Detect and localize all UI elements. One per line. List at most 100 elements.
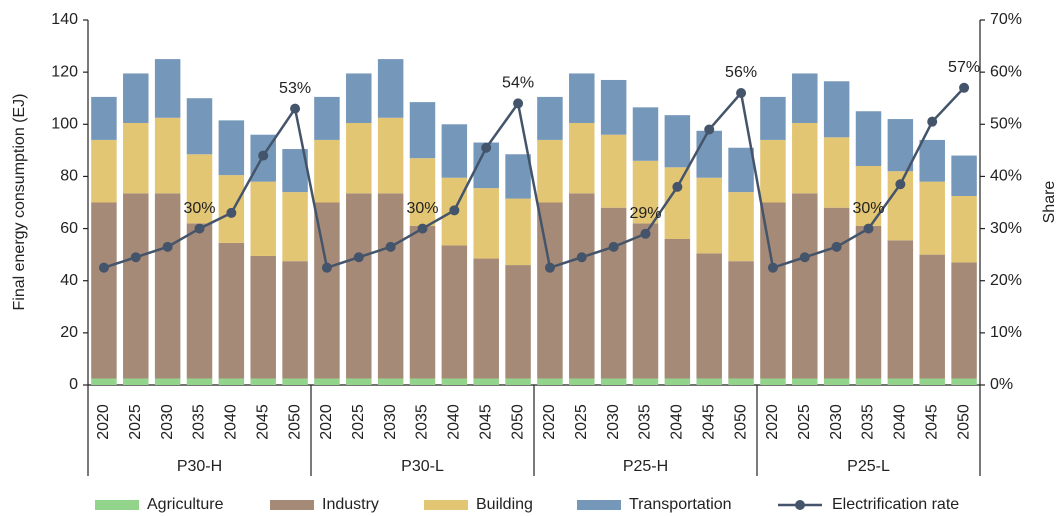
y-tick-label: 40 [60, 272, 78, 289]
line-point [799, 252, 810, 263]
bar-segment [377, 59, 404, 118]
x-tick-label: 2030 [382, 404, 399, 440]
bar-segment [250, 378, 276, 385]
bar-segment [409, 225, 436, 379]
line-point [449, 205, 460, 216]
bar-segment [282, 378, 308, 385]
bar-segment [186, 154, 213, 224]
x-tick-label: 2030 [159, 404, 176, 440]
x-tick-label: 2040 [669, 404, 686, 440]
bar-segment [632, 160, 659, 224]
group-label: P30-L [401, 458, 444, 475]
bar-segment [537, 378, 563, 385]
bar-segment [632, 223, 659, 379]
y2-tick-label: 0% [990, 376, 1013, 393]
x-tick-label: 2050 [286, 404, 303, 440]
bar-segment [855, 225, 882, 379]
y-tick-label: 120 [51, 63, 78, 80]
bar-segment [473, 378, 499, 385]
x-tick-label: 2050 [509, 404, 526, 440]
bar-segment [792, 73, 818, 123]
bar-segment [123, 122, 149, 194]
bar-segment [505, 265, 531, 379]
bar-segment [473, 188, 499, 259]
bar-segment [951, 378, 977, 385]
bar-segment [887, 378, 914, 385]
bar-segment [537, 202, 563, 379]
line-point [513, 98, 524, 109]
bar-segment [823, 378, 850, 385]
bar-segment [91, 378, 117, 385]
bar-segment [760, 378, 786, 385]
bar-segment [123, 73, 149, 123]
bar-segment [696, 130, 722, 178]
y2-tick-label: 50% [990, 116, 1022, 133]
bar-segment [441, 378, 468, 385]
x-tick-label: 2025 [350, 404, 367, 440]
bar-segment [186, 223, 213, 379]
legend-swatch [270, 500, 314, 510]
bar-segment [792, 378, 818, 385]
bar-segment [664, 239, 691, 379]
bar-segment [154, 193, 181, 379]
line-point [576, 252, 587, 263]
data-label: 29% [629, 205, 661, 222]
bar-segment [600, 207, 627, 379]
y2-tick-label: 10% [990, 324, 1022, 341]
data-label: 30% [406, 200, 438, 217]
y2-tick-label: 20% [990, 272, 1022, 289]
bar-segment [600, 134, 627, 208]
legend-label: Agriculture [147, 496, 224, 513]
bar-segment [218, 242, 245, 379]
line-point [353, 252, 364, 263]
line-point [863, 223, 874, 234]
bar-segment [346, 378, 372, 385]
bar-segment [91, 202, 117, 379]
x-tick-label: 2035 [860, 404, 877, 440]
y-tick-label: 0 [69, 376, 78, 393]
bar-segment [505, 198, 531, 266]
line-point [640, 228, 651, 239]
bar-segment [728, 378, 754, 385]
bar-segment [441, 245, 468, 379]
bar-segment [314, 378, 340, 385]
y-tick-label: 60 [60, 220, 78, 237]
bar-segment [569, 193, 595, 379]
bar-segment [919, 378, 945, 385]
line-point [385, 241, 396, 252]
legend-label: Electrification rate [832, 496, 959, 513]
line-point [736, 88, 747, 98]
x-tick-label: 2035 [191, 404, 208, 440]
line-point [226, 207, 237, 218]
bar-segment [314, 202, 340, 379]
y-axis-label: Final energy consumption (EJ) [11, 94, 28, 311]
bar-segment [377, 193, 404, 379]
bar-segment [91, 139, 117, 203]
x-tick-label: 2025 [573, 404, 590, 440]
bar-segment [250, 181, 276, 256]
bar-segment [154, 117, 181, 194]
line-point [130, 252, 141, 263]
group-label: P30-H [177, 458, 222, 475]
bar-segment [760, 139, 786, 203]
bar-segment [855, 111, 882, 166]
bar-segment [409, 158, 436, 226]
legend-label: Industry [322, 496, 379, 513]
legend-label: Building [476, 496, 533, 513]
bar-segment [792, 122, 818, 194]
line-point [321, 262, 332, 273]
bar-segment [250, 255, 276, 379]
bar-segment [505, 154, 531, 199]
y2-tick-label: 70% [990, 11, 1022, 28]
y-tick-label: 80 [60, 168, 78, 185]
line-point [194, 223, 205, 234]
bar-segment [218, 378, 245, 385]
bar-segment [537, 139, 563, 203]
bar-segment [505, 378, 531, 385]
line-point [258, 150, 269, 161]
bar-segment [409, 378, 436, 385]
legend-swatch [95, 500, 139, 510]
bar-segment [346, 73, 372, 123]
bar-segment [218, 120, 245, 176]
